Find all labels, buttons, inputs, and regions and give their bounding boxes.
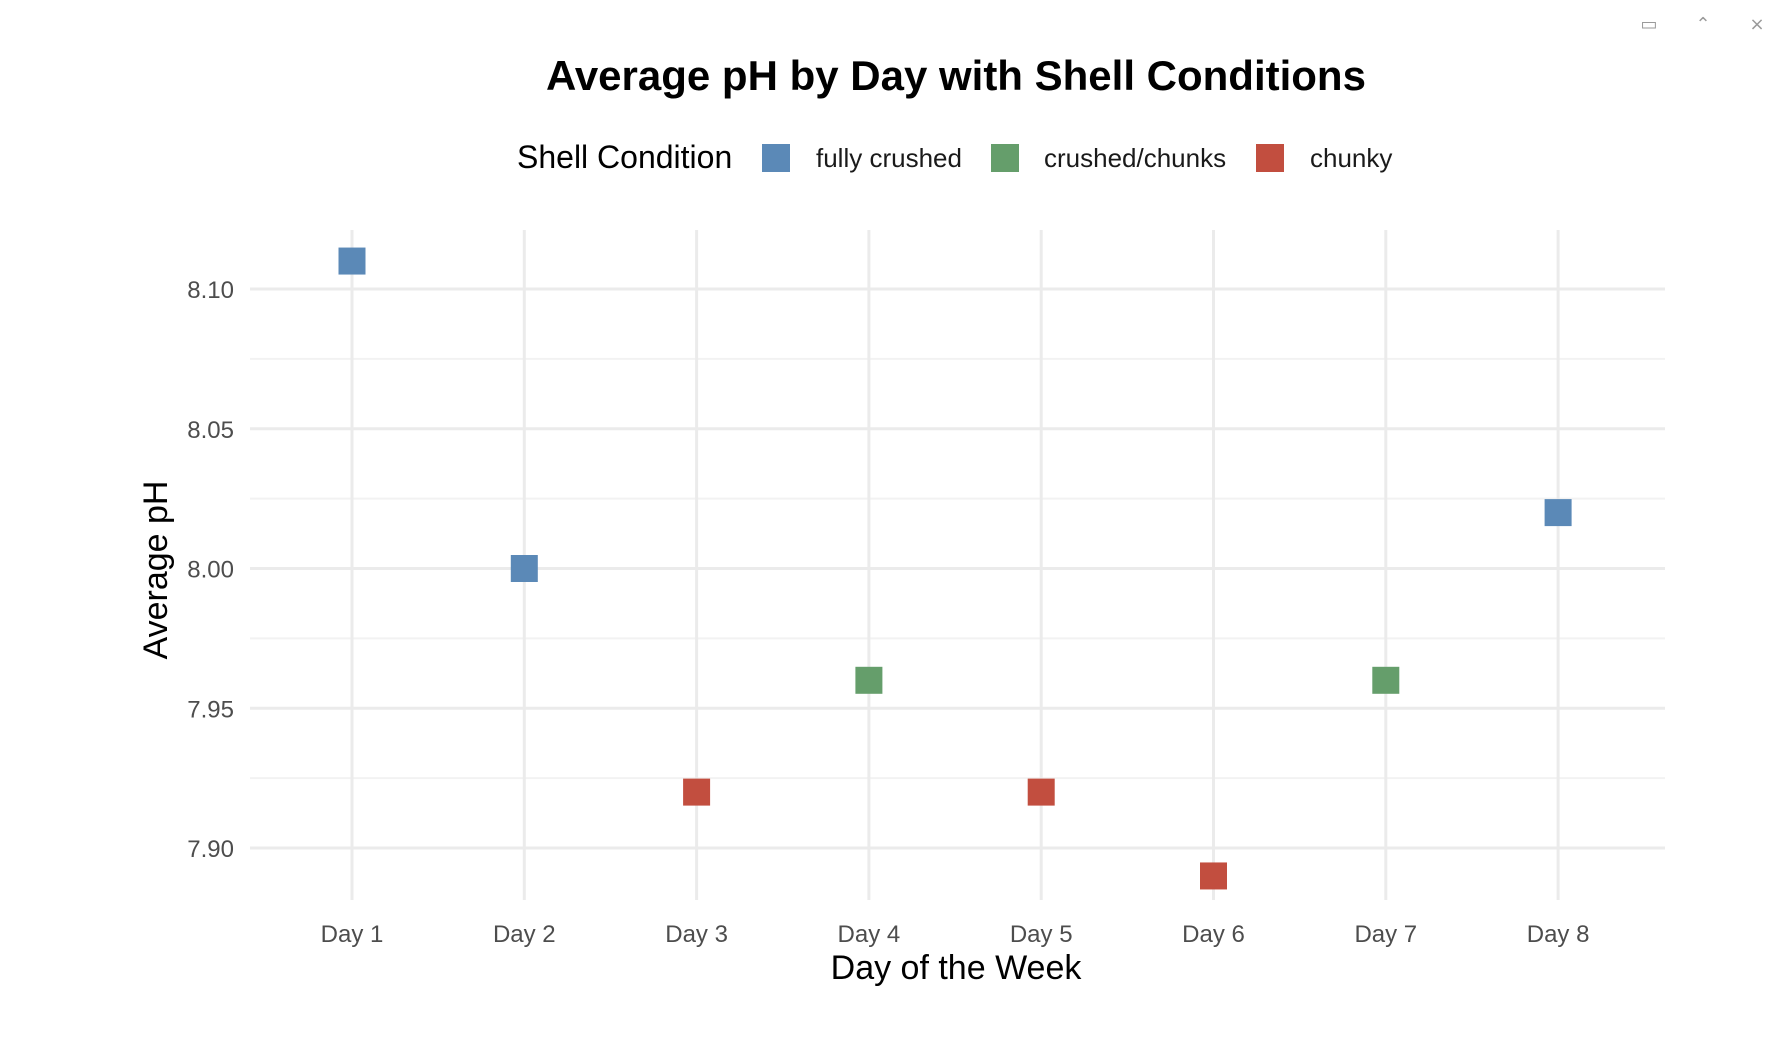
chart-title: Average pH by Day with Shell Conditions [546, 52, 1366, 99]
minimize-icon[interactable]: ⌃ [1695, 14, 1711, 35]
window-controls: ▭ ⌃ × [1640, 14, 1766, 35]
x-tick-label: Day 6 [1182, 921, 1245, 948]
data-point [1027, 778, 1055, 806]
x-tick-label: Day 1 [321, 921, 384, 948]
x-axis-label: Day of the Week [831, 949, 1083, 987]
y-tick-label: 7.95 [187, 696, 234, 723]
y-axis: 7.90 7.95 8.00 8.05 8.10 [187, 277, 234, 863]
data-point [855, 666, 883, 694]
data-point [1200, 862, 1227, 890]
x-tick-label: Day 4 [838, 921, 901, 948]
x-tick-label: Day 3 [665, 921, 728, 948]
x-tick-label: Day 2 [493, 921, 556, 948]
x-tick-label: Day 7 [1354, 921, 1417, 948]
data-point [683, 778, 711, 806]
y-tick-label: 7.90 [187, 836, 234, 863]
y-tick-label: 8.05 [187, 417, 234, 444]
x-tick-label: Day 8 [1527, 921, 1590, 948]
x-axis: Day 1 Day 2 Day 3 Day 4 Day 5 Day 6 Day 7 Day 8 [321, 921, 1590, 948]
data-point [510, 555, 538, 582]
restore-icon[interactable]: ▭ [1640, 14, 1658, 35]
legend-label: crushed/chunks [1044, 143, 1226, 173]
legend-key [762, 144, 790, 172]
legend: Shell Condition fully crushed crushed/chun… [517, 139, 1392, 175]
grid [250, 230, 1665, 900]
legend-key [991, 144, 1019, 172]
legend-label: chunky [1310, 143, 1392, 173]
y-tick-label: 8.10 [187, 277, 234, 304]
data-point [1544, 499, 1572, 527]
x-tick-label: Day 5 [1010, 921, 1073, 948]
data-point [338, 247, 366, 275]
y-axis-label: Average pH [137, 481, 175, 660]
legend-title: Shell Condition [517, 139, 732, 175]
close-icon[interactable]: × [1749, 14, 1765, 35]
data-points [338, 247, 1572, 890]
y-tick-label: 8.00 [187, 557, 234, 584]
legend-key [1256, 144, 1284, 172]
legend-label: fully crushed [816, 143, 962, 173]
data-point [1372, 666, 1400, 694]
